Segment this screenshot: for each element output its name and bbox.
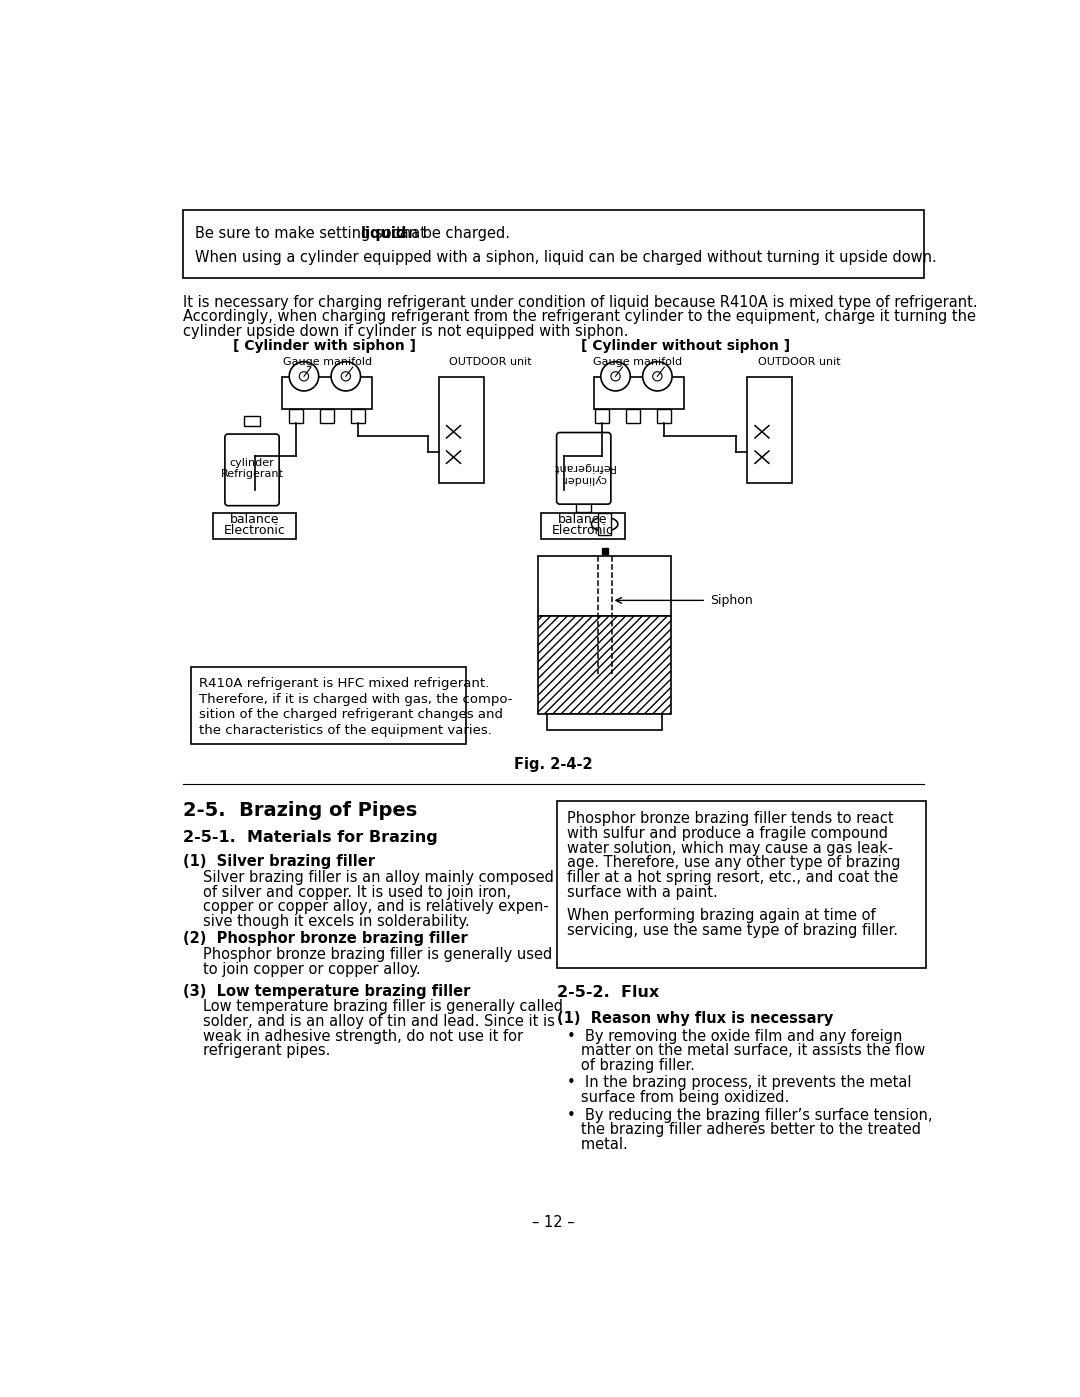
Text: Phosphor bronze brazing filler is generally used: Phosphor bronze brazing filler is genera… xyxy=(203,947,553,963)
Text: Fig. 2-4-2: Fig. 2-4-2 xyxy=(514,757,593,773)
Text: (2)  Phosphor bronze brazing filler: (2) Phosphor bronze brazing filler xyxy=(183,932,468,947)
Text: matter on the metal surface, it assists the flow: matter on the metal surface, it assists … xyxy=(567,1044,926,1058)
Bar xyxy=(213,513,296,539)
Bar xyxy=(557,800,926,968)
Circle shape xyxy=(611,372,620,381)
Bar xyxy=(282,377,373,409)
Ellipse shape xyxy=(592,517,618,531)
Bar xyxy=(351,409,365,423)
Text: Be sure to make setting so that: Be sure to make setting so that xyxy=(195,225,431,240)
Text: cylinder
Refrigerant: cylinder Refrigerant xyxy=(552,462,616,483)
Circle shape xyxy=(299,372,309,381)
Text: surface from being oxidized.: surface from being oxidized. xyxy=(567,1090,789,1105)
Bar xyxy=(321,409,334,423)
Text: of silver and copper. It is used to join iron,: of silver and copper. It is used to join… xyxy=(203,884,511,900)
Bar xyxy=(657,409,671,423)
Text: the characteristics of the equipment varies.: the characteristics of the equipment var… xyxy=(199,724,491,736)
Text: with sulfur and produce a fragile compound: with sulfur and produce a fragile compou… xyxy=(567,826,888,841)
Text: balance: balance xyxy=(558,513,608,527)
Text: balance: balance xyxy=(230,513,279,527)
FancyBboxPatch shape xyxy=(556,433,611,504)
Bar xyxy=(541,513,625,539)
Text: [ Cylinder without siphon ]: [ Cylinder without siphon ] xyxy=(581,339,789,353)
Text: to join copper or copper alloy.: to join copper or copper alloy. xyxy=(203,961,421,977)
Text: When using a cylinder equipped with a siphon, liquid can be charged without turn: When using a cylinder equipped with a si… xyxy=(195,250,937,265)
Bar xyxy=(595,409,608,423)
Text: Therefore, if it is charged with gas, the compo-: Therefore, if it is charged with gas, th… xyxy=(199,693,512,705)
Bar xyxy=(538,556,672,616)
Text: R410A refrigerant is HFC mixed refrigerant.: R410A refrigerant is HFC mixed refrigera… xyxy=(199,678,489,690)
Bar xyxy=(747,377,793,483)
Bar xyxy=(625,409,639,423)
Bar xyxy=(244,415,260,426)
Text: It is necessary for charging refrigerant under condition of liquid because R410A: It is necessary for charging refrigerant… xyxy=(183,295,977,310)
Text: Gauge manifold: Gauge manifold xyxy=(593,356,681,366)
Bar xyxy=(538,616,672,714)
Text: cylinder: cylinder xyxy=(230,458,274,468)
Text: surface with a paint.: surface with a paint. xyxy=(567,884,717,900)
Text: water solution, which may cause a gas leak-: water solution, which may cause a gas le… xyxy=(567,841,893,855)
Bar xyxy=(576,502,592,511)
Bar xyxy=(289,409,303,423)
Text: metal.: metal. xyxy=(567,1137,629,1153)
Text: Accordingly, when charging refrigerant from the refrigerant cylinder to the equi: Accordingly, when charging refrigerant f… xyxy=(183,309,976,324)
Bar xyxy=(548,714,662,729)
Text: liquid: liquid xyxy=(361,225,407,240)
Text: cylinder upside down if cylinder is not equipped with siphon.: cylinder upside down if cylinder is not … xyxy=(183,324,629,339)
Text: Low temperature brazing filler is generally called: Low temperature brazing filler is genera… xyxy=(203,999,563,1014)
Circle shape xyxy=(341,372,350,381)
Text: [ Cylinder with siphon ]: [ Cylinder with siphon ] xyxy=(233,339,417,353)
Text: (1)  Silver brazing filler: (1) Silver brazing filler xyxy=(183,855,375,869)
Text: refrigerant pipes.: refrigerant pipes. xyxy=(203,1044,330,1058)
Bar xyxy=(183,210,924,278)
Text: (1)  Reason why flux is necessary: (1) Reason why flux is necessary xyxy=(557,1011,834,1025)
Circle shape xyxy=(289,362,319,391)
Text: sive though it excels in solderability.: sive though it excels in solderability. xyxy=(203,914,470,929)
Text: copper or copper alloy, and is relatively expen-: copper or copper alloy, and is relativel… xyxy=(203,900,549,914)
Text: the brazing filler adheres better to the treated: the brazing filler adheres better to the… xyxy=(567,1122,921,1137)
Circle shape xyxy=(643,362,672,391)
Bar xyxy=(191,666,465,743)
Text: OUTDOOR unit: OUTDOOR unit xyxy=(758,356,840,366)
Text: •  By removing the oxide film and any foreign: • By removing the oxide film and any for… xyxy=(567,1028,903,1044)
Text: Electronic: Electronic xyxy=(224,524,285,536)
Text: •  By reducing the brazing filler’s surface tension,: • By reducing the brazing filler’s surfa… xyxy=(567,1108,933,1123)
Text: Siphon: Siphon xyxy=(710,594,753,606)
Bar xyxy=(594,377,684,409)
Text: Refrigerant: Refrigerant xyxy=(220,469,283,479)
Bar xyxy=(438,377,484,483)
Circle shape xyxy=(332,362,361,391)
Bar xyxy=(598,513,611,535)
Text: solder, and is an alloy of tin and lead. Since it is: solder, and is an alloy of tin and lead.… xyxy=(203,1014,555,1028)
Text: of brazing filler.: of brazing filler. xyxy=(567,1058,696,1073)
Text: can be charged.: can be charged. xyxy=(387,225,510,240)
Text: When performing brazing again at time of: When performing brazing again at time of xyxy=(567,908,875,923)
Text: OUTDOOR unit: OUTDOOR unit xyxy=(449,356,531,366)
Text: 2-5.  Brazing of Pipes: 2-5. Brazing of Pipes xyxy=(183,800,417,820)
Text: 2-5-1.  Materials for Brazing: 2-5-1. Materials for Brazing xyxy=(183,830,437,845)
Text: Phosphor bronze brazing filler tends to react: Phosphor bronze brazing filler tends to … xyxy=(567,812,893,827)
Text: Silver brazing filler is an alloy mainly composed: Silver brazing filler is an alloy mainly… xyxy=(203,870,554,884)
Text: Electronic: Electronic xyxy=(552,524,613,536)
Text: age. Therefore, use any other type of brazing: age. Therefore, use any other type of br… xyxy=(567,855,900,870)
Text: filler at a hot spring resort, etc., and coat the: filler at a hot spring resort, etc., and… xyxy=(567,870,897,884)
Text: – 12 –: – 12 – xyxy=(532,1215,575,1229)
Bar xyxy=(602,548,608,555)
Circle shape xyxy=(600,362,631,391)
FancyBboxPatch shape xyxy=(225,434,279,506)
Text: Gauge manifold: Gauge manifold xyxy=(283,356,372,366)
Text: 2-5-2.  Flux: 2-5-2. Flux xyxy=(557,985,660,1000)
Text: sition of the charged refrigerant changes and: sition of the charged refrigerant change… xyxy=(199,708,502,721)
Text: (3)  Low temperature brazing filler: (3) Low temperature brazing filler xyxy=(183,983,471,999)
Circle shape xyxy=(652,372,662,381)
Text: weak in adhesive strength, do not use it for: weak in adhesive strength, do not use it… xyxy=(203,1028,524,1044)
Text: servicing, use the same type of brazing filler.: servicing, use the same type of brazing … xyxy=(567,923,897,937)
Text: •  In the brazing process, it prevents the metal: • In the brazing process, it prevents th… xyxy=(567,1076,912,1091)
